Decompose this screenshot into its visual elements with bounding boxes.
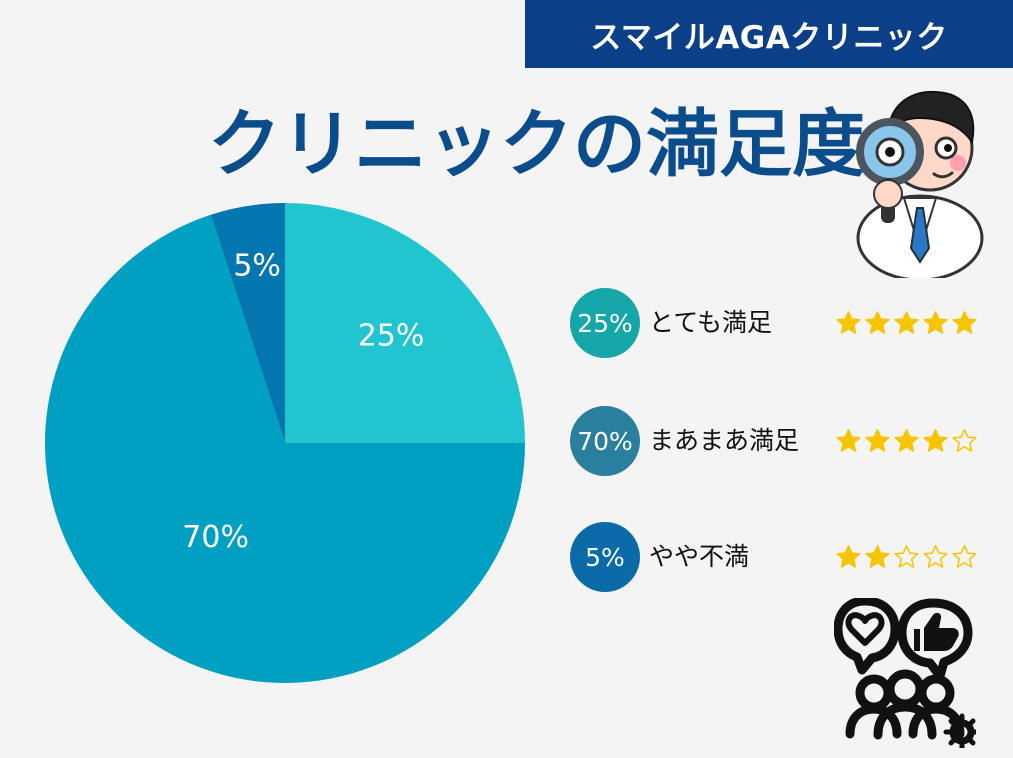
filled-star-icon xyxy=(836,544,861,568)
filled-star-icon xyxy=(923,428,948,452)
heart-icon xyxy=(845,612,885,646)
rating-stars xyxy=(835,305,985,341)
left-user-body-icon xyxy=(845,704,902,739)
scientist-hand xyxy=(873,179,903,209)
filled-star-icon xyxy=(923,310,948,334)
pie-slice-2 xyxy=(210,203,285,443)
empty-star-icon xyxy=(894,544,919,568)
legend-item-somewhat-satisfied: 70% まあまあ満足 xyxy=(567,406,997,476)
empty-star-icon xyxy=(952,544,977,568)
legend-percent-circle: 25% xyxy=(570,288,640,358)
scientist-cheek xyxy=(950,155,966,171)
legend-label: とても満足 xyxy=(649,308,773,337)
filled-star-icon xyxy=(865,428,890,452)
thumbs-up-icon xyxy=(914,612,959,651)
filled-star-icon xyxy=(865,310,890,334)
rating-stars xyxy=(835,423,985,459)
magnifying-glass-pupil xyxy=(885,147,895,157)
filled-star-icon xyxy=(894,310,919,334)
empty-star-icon xyxy=(923,544,948,568)
legend-item-very-satisfied: 25% とても満足 xyxy=(567,288,997,358)
clinic-brand-banner: スマイルAGAクリニック xyxy=(525,0,1013,68)
scientist-smile xyxy=(932,171,954,179)
legend-label: まあまあ満足 xyxy=(649,426,800,455)
rating-stars xyxy=(835,539,985,575)
legend-percent-circle: 5% xyxy=(570,522,640,592)
pie-slice-0 xyxy=(285,203,525,443)
scientist-magnifying-glass-icon xyxy=(856,90,984,278)
pie-label-1: 70% xyxy=(182,520,249,555)
heart-speech-bubble-icon xyxy=(834,598,900,675)
pie-slice-1 xyxy=(44,214,525,683)
page-title: クリニックの満足度 xyxy=(208,102,865,187)
center-user-head-icon xyxy=(885,669,925,709)
filled-star-icon xyxy=(865,544,890,568)
user-feedback-icon xyxy=(834,598,976,748)
pie-label-2: 5% xyxy=(233,249,281,284)
legend-label: やや不満 xyxy=(649,542,750,571)
center-user-body-icon xyxy=(873,702,937,740)
filled-star-icon xyxy=(836,310,861,334)
filled-star-icon xyxy=(952,310,977,334)
scientist-hair xyxy=(886,90,975,145)
scientist-right-pupil xyxy=(944,144,952,152)
satisfaction-legend: 25% とても満足 70% まあまあ満足 5% やや不満 xyxy=(567,288,997,600)
filled-star-icon xyxy=(836,428,861,452)
legend-item-somewhat-dissatisfied: 5% やや不満 xyxy=(567,522,997,592)
pie-label-0: 25% xyxy=(358,318,425,353)
left-user-head-icon xyxy=(855,674,893,712)
legend-percent-circle: 70% xyxy=(570,406,640,476)
empty-star-icon xyxy=(952,428,977,452)
right-user-head-icon xyxy=(917,674,955,712)
gear-teeth-icon xyxy=(943,713,976,748)
filled-star-icon xyxy=(894,428,919,452)
scientist-tie xyxy=(909,207,931,264)
